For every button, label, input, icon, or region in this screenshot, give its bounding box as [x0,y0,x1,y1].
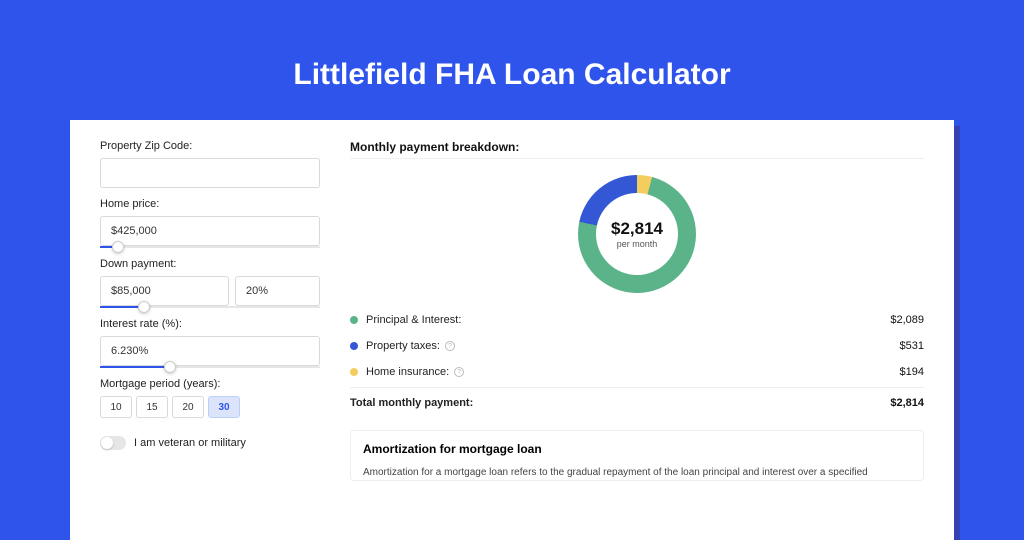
total-amount: $2,814 [890,397,924,409]
interest-input[interactable] [100,336,320,366]
interest-label: Interest rate (%): [100,318,320,330]
down-payment-amount-input[interactable] [100,276,229,306]
amortization-section: Amortization for mortgage loan Amortizat… [350,430,924,481]
veteran-toggle[interactable] [100,436,126,450]
legend-dot [350,342,358,350]
payment-donut-chart: $2,814 per month [578,175,696,293]
down-payment-label: Down payment: [100,258,320,270]
period-label: Mortgage period (years): [100,378,320,390]
legend-dot [350,368,358,376]
legend-amount: $531 [900,340,924,352]
legend-row: Home insurance:? $194 [350,359,924,385]
period-option-20[interactable]: 20 [172,396,204,418]
amortization-text: Amortization for a mortgage loan refers … [363,466,911,480]
home-price-input[interactable] [100,216,320,246]
page-title: Littlefield FHA Loan Calculator [0,0,1024,120]
legend-amount: $194 [900,366,924,378]
legend-label: Property taxes: [366,340,440,352]
legend-row: Property taxes:? $531 [350,333,924,359]
legend-row: Principal & Interest: $2,089 [350,307,924,333]
donut-sub: per month [617,239,658,249]
total-label: Total monthly payment: [350,397,473,409]
period-option-30[interactable]: 30 [208,396,240,418]
info-icon[interactable]: ? [454,367,464,377]
inputs-column: Property Zip Code: Home price: Down paym… [100,140,340,520]
calculator-card: Property Zip Code: Home price: Down paym… [70,120,954,540]
zip-label: Property Zip Code: [100,140,320,152]
down-payment-slider[interactable] [100,306,320,308]
home-price-slider[interactable] [100,246,320,248]
legend-amount: $2,089 [890,314,924,326]
legend-label: Principal & Interest: [366,314,461,326]
home-price-label: Home price: [100,198,320,210]
down-payment-percent-input[interactable] [235,276,320,306]
legend: Principal & Interest: $2,089 Property taxe… [350,307,924,385]
period-option-15[interactable]: 15 [136,396,168,418]
divider [350,158,924,159]
interest-slider[interactable] [100,366,320,368]
veteran-label: I am veteran or military [134,437,246,449]
amortization-heading: Amortization for mortgage loan [363,442,911,456]
legend-label: Home insurance: [366,366,449,378]
info-icon[interactable]: ? [445,341,455,351]
legend-dot [350,316,358,324]
zip-input[interactable] [100,158,320,188]
total-row: Total monthly payment: $2,814 [350,387,924,416]
donut-amount: $2,814 [611,219,663,239]
breakdown-heading: Monthly payment breakdown: [350,140,924,154]
period-option-10[interactable]: 10 [100,396,132,418]
breakdown-column: Monthly payment breakdown: $2,814 per mo… [340,140,924,520]
period-options: 10152030 [100,396,320,418]
